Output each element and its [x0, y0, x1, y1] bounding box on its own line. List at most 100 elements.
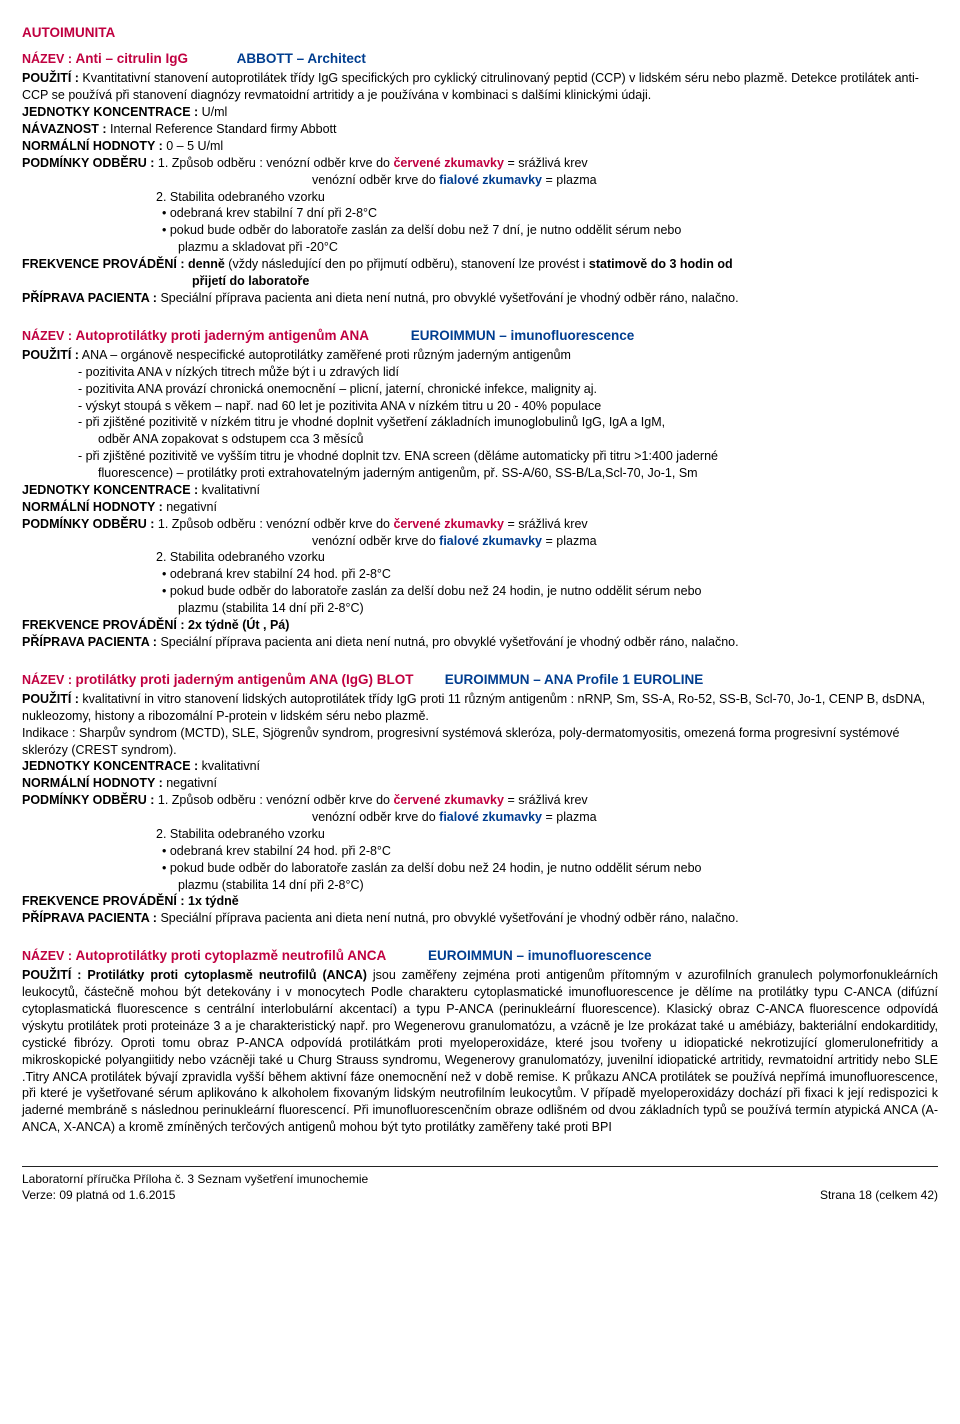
jednotky-label: JEDNOTKY KONCENTRACE :	[22, 759, 198, 773]
dash-line: - pozitivita ANA provází chronická onemo…	[22, 381, 938, 398]
pouziti-label: POUŽITÍ :	[22, 968, 81, 982]
pod1a-plain: venózní odběr krve do	[263, 793, 394, 807]
footer-left2: Verze: 09 platná od 1.6.2015	[22, 1187, 175, 1203]
nazev-device: EUROIMMUN – imunofluorescence	[411, 328, 635, 343]
pod1b-tail: = plazma	[542, 534, 597, 548]
pouziti-text: kvalitativní in vitro stanovení lidských…	[22, 692, 925, 723]
frekvence-bold2: statimově do 3 hodin od	[589, 257, 733, 271]
pod1a-tail: = srážlivá krev	[504, 517, 588, 531]
pouziti-label: POUŽITÍ :	[22, 692, 79, 706]
pod1b-tail: = plazma	[542, 173, 597, 187]
extra-text: Indikace : Sharpův syndrom (MCTD), SLE, …	[22, 725, 938, 759]
bullet-sub: plazmu a skladovat při -20°C	[22, 239, 938, 256]
frekvence-bold: 1x týdně	[185, 894, 239, 908]
nazev-label: NÁZEV :	[22, 949, 72, 963]
nazev-label: NÁZEV :	[22, 52, 72, 66]
pod1b-plain: venózní odběr krve do	[312, 173, 439, 187]
purple-tube: fialové zkumavky	[439, 534, 542, 548]
pod1-prefix: 1. Způsob odběru :	[154, 517, 262, 531]
priprava-label: PŘÍPRAVA PACIENTA :	[22, 291, 157, 305]
pouziti-bold: Protilátky proti cytoplasmě neutrofilů (…	[81, 968, 366, 982]
dash-sub: fluorescence) – protilátky proti extraho…	[22, 465, 938, 482]
purple-tube: fialové zkumavky	[439, 173, 542, 187]
priprava-label: PŘÍPRAVA PACIENTA :	[22, 635, 157, 649]
nazev-device: EUROIMMUN – ANA Profile 1 EUROLINE	[445, 672, 704, 687]
pod1-prefix: 1. Způsob odběru :	[154, 156, 262, 170]
gap	[373, 329, 408, 343]
gap	[191, 52, 233, 66]
pod1a-tail: = srážlivá krev	[504, 793, 588, 807]
bullet-sub: plazmu (stabilita 14 dní při 2-8°C)	[22, 877, 938, 894]
dash-sub: odběr ANA zopakovat s odstupem cca 3 měs…	[22, 431, 938, 448]
nazev-value: Autoprotilátky proti jaderným antigenům …	[75, 328, 369, 343]
pod1b-plain: venózní odběr krve do	[312, 534, 439, 548]
bullet: pokud bude odběr do laboratoře zaslán za…	[162, 222, 938, 239]
entry-anca: NÁZEV : Autoprotilátky proti cytoplazmě …	[22, 947, 938, 1136]
entry-ana-blot: NÁZEV : protilátky proti jaderným antige…	[22, 671, 938, 927]
nazev-value: Autoprotilátky proti cytoplazmě neutrofi…	[75, 948, 386, 963]
bullet: odebraná krev stabilní 7 dní při 2-8°C	[162, 205, 938, 222]
pod2-label: 2. Stabilita odebraného vzorku	[22, 189, 938, 206]
normal-label: NORMÁLNÍ HODNOTY :	[22, 139, 163, 153]
frekvence-label: FREKVENCE PROVÁDĚNÍ :	[22, 894, 185, 908]
footer: Laboratorní příručka Příloha č. 3 Seznam…	[22, 1171, 938, 1203]
bullet: odebraná krev stabilní 24 hod. při 2-8°C	[162, 843, 938, 860]
nazev-label: NÁZEV :	[22, 673, 72, 687]
jednotky-val: kvalitativní	[198, 483, 260, 497]
frekvence-sub: přijetí do laboratoře	[22, 273, 938, 290]
frekvence-label: FREKVENCE PROVÁDĚNÍ :	[22, 618, 185, 632]
entry-anti-citrulin: NÁZEV : Anti – citrulin IgG ABBOTT – Arc…	[22, 50, 938, 306]
red-tube: červené zkumavky	[393, 793, 504, 807]
dash-line: - při zjištěné pozitivitě v nízkém titru…	[22, 414, 938, 431]
pouziti-label: POUŽITÍ :	[22, 348, 79, 362]
dash-line: - při zjištěné pozitivitě ve vyšším titr…	[22, 448, 938, 465]
pod2-label: 2. Stabilita odebraného vzorku	[22, 826, 938, 843]
pouziti-label: POUŽITÍ :	[22, 71, 79, 85]
entry-ana: NÁZEV : Autoprotilátky proti jaderným an…	[22, 327, 938, 651]
normal-val: negativní	[163, 776, 217, 790]
footer-divider	[22, 1166, 938, 1167]
nazev-value: Anti – citrulin IgG	[75, 51, 188, 66]
dash-line: - výskyt stoupá s věkem – např. nad 60 l…	[22, 398, 938, 415]
pouziti-text: Kvantitativní stanovení autoprotilátek t…	[22, 71, 919, 102]
jednotky-val: U/ml	[198, 105, 227, 119]
frekvence-text: (vždy následující den po přijmutí odběru…	[225, 257, 589, 271]
bullet: odebraná krev stabilní 24 hod. při 2-8°C	[162, 566, 938, 583]
dash-line: - pozitivita ANA v nízkých titrech může …	[22, 364, 938, 381]
podminky-label: PODMÍNKY ODBĚRU :	[22, 793, 154, 807]
jednotky-label: JEDNOTKY KONCENTRACE :	[22, 105, 198, 119]
gap	[417, 673, 441, 687]
priprava-text: Speciální příprava pacienta ani dieta ne…	[157, 635, 739, 649]
pod1a-plain: venózní odběr krve do	[263, 517, 394, 531]
normal-label: NORMÁLNÍ HODNOTY :	[22, 776, 163, 790]
nazev-value: protilátky proti jaderným antigenům ANA …	[75, 672, 413, 687]
frekvence-label: FREKVENCE PROVÁDĚNÍ :	[22, 257, 185, 271]
pod1-prefix: 1. Způsob odběru :	[154, 793, 262, 807]
priprava-text: Speciální příprava pacienta ani dieta ne…	[157, 911, 739, 925]
nazev-label: NÁZEV :	[22, 329, 72, 343]
red-tube: červené zkumavky	[393, 156, 504, 170]
pouziti-text: jsou zaměřeny zejména proti antigenům př…	[22, 968, 938, 1134]
nazev-device: EUROIMMUN – imunofluorescence	[428, 948, 652, 963]
bullet: pokud bude odběr do laboratoře zaslán za…	[162, 583, 938, 600]
navaznost-label: NÁVAZNOST :	[22, 122, 107, 136]
pod1b-plain: venózní odběr krve do	[312, 810, 439, 824]
normal-val: 0 – 5 U/ml	[163, 139, 223, 153]
bullet-sub: plazmu (stabilita 14 dní při 2-8°C)	[22, 600, 938, 617]
priprava-text: Speciální příprava pacienta ani dieta ne…	[157, 291, 739, 305]
pod2-label: 2. Stabilita odebraného vzorku	[22, 549, 938, 566]
jednotky-val: kvalitativní	[198, 759, 260, 773]
navaznost-val: Internal Reference Standard firmy Abbott	[107, 122, 337, 136]
red-tube: červené zkumavky	[393, 517, 504, 531]
section-title: AUTOIMUNITA	[22, 24, 938, 42]
priprava-label: PŘÍPRAVA PACIENTA :	[22, 911, 157, 925]
normal-val: negativní	[163, 500, 217, 514]
bullet: pokud bude odběr do laboratoře zaslán za…	[162, 860, 938, 877]
pod1a-tail: = srážlivá krev	[504, 156, 588, 170]
pod1a-plain: venózní odběr krve do	[263, 156, 394, 170]
jednotky-label: JEDNOTKY KONCENTRACE :	[22, 483, 198, 497]
footer-left1: Laboratorní příručka Příloha č. 3 Seznam…	[22, 1171, 938, 1187]
podminky-label: PODMÍNKY ODBĚRU :	[22, 517, 154, 531]
frekvence-bold: denně	[185, 257, 225, 271]
gap	[390, 949, 425, 963]
